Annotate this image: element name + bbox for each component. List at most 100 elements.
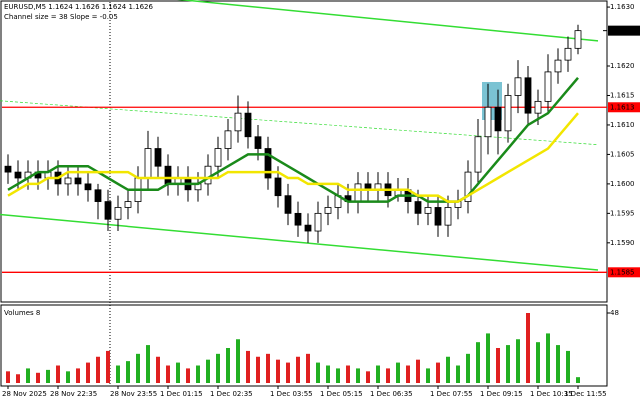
- volume-bar: [496, 348, 500, 383]
- candle-body: [204, 165, 212, 185]
- volume-bar: [476, 342, 480, 383]
- x-tick-label: 28 Nov 22:35: [50, 390, 97, 398]
- volume-bar: [416, 359, 420, 383]
- volume-bar: [576, 377, 580, 383]
- x-tick-label: 28 Nov 2025: [2, 390, 47, 398]
- volume-bar: [26, 368, 30, 383]
- volume-bar: [6, 371, 10, 383]
- candle-body: [274, 177, 282, 197]
- candle-body: [354, 183, 362, 202]
- candle-body: [474, 136, 482, 173]
- chart-subtitle: Channel size = 38 Slope = -0.05: [4, 13, 118, 21]
- candle-body: [514, 77, 522, 96]
- x-tick-label: 1 Dec 07:55: [430, 390, 473, 398]
- volume-bar: [306, 353, 310, 383]
- volume-bar: [56, 365, 60, 383]
- volume-bar: [326, 365, 330, 383]
- volume-bar: [526, 313, 530, 383]
- volume-bar: [356, 368, 360, 383]
- candle-body: [284, 195, 292, 214]
- volume-bar: [516, 339, 520, 383]
- candle-body: [484, 106, 492, 138]
- volume-bar: [446, 356, 450, 383]
- volume-bar: [96, 356, 100, 383]
- level-label: 1.1613: [610, 103, 635, 111]
- candle-body: [104, 201, 112, 220]
- volume-bar: [256, 356, 260, 383]
- y-tick-label: 1.1605: [610, 150, 635, 158]
- candle-body: [294, 212, 302, 226]
- channel-upper: [177, 0, 599, 42]
- volume-bar: [66, 371, 70, 383]
- last-price-bg: [608, 25, 640, 36]
- candle-body: [554, 59, 562, 73]
- volume-tick-label: 48: [610, 309, 619, 317]
- volume-bar: [296, 356, 300, 383]
- volume-bar: [166, 365, 170, 383]
- moving-average: [7, 112, 579, 203]
- last-price-label: 1.1626: [610, 27, 635, 35]
- volume-bar: [196, 365, 200, 383]
- candle-body: [464, 171, 472, 202]
- volume-bar: [426, 368, 430, 383]
- volume-bar: [126, 361, 130, 383]
- candle-body: [544, 71, 552, 102]
- candle-body: [324, 207, 332, 214]
- volume-bar: [456, 365, 460, 383]
- volume-bar: [116, 365, 120, 383]
- candle-body: [124, 201, 132, 208]
- volume-bar: [16, 374, 20, 383]
- volume-bar: [566, 350, 570, 383]
- candle-body: [94, 189, 102, 202]
- candle-body: [144, 148, 152, 179]
- volume-title: Volumes 8: [4, 309, 40, 317]
- x-tick-label: 1 Dec 02:35: [210, 390, 253, 398]
- candle-body: [524, 77, 532, 114]
- volume-bar: [336, 368, 340, 383]
- volume-bar: [146, 345, 150, 383]
- candle-body: [564, 47, 572, 61]
- volume-bar: [316, 362, 320, 383]
- chart-title: EURUSD,M5 1.1624 1.1626 1.1624 1.1626: [4, 3, 154, 11]
- volume-bar: [206, 359, 210, 383]
- volume-bar: [176, 362, 180, 383]
- volume-bar: [266, 353, 270, 383]
- x-tick-label: 1 Dec 01:15: [160, 390, 203, 398]
- candle-body: [4, 165, 12, 173]
- level-label-bg: [608, 102, 640, 113]
- volume-bar: [186, 368, 190, 383]
- volume-bar: [406, 365, 410, 383]
- candle-body: [424, 207, 432, 214]
- candle-body: [224, 130, 232, 149]
- volume-bar: [276, 359, 280, 383]
- volume-bar: [396, 362, 400, 383]
- volume-bar: [346, 365, 350, 383]
- x-tick-label: 1 Dec 05:15: [320, 390, 363, 398]
- volume-bar: [156, 356, 160, 383]
- candle-body: [164, 165, 172, 185]
- x-tick-label: 1 Dec 06:35: [370, 390, 413, 398]
- volume-bar: [226, 348, 230, 383]
- x-tick-label: 1 Dec 09:15: [480, 390, 523, 398]
- volume-bar: [106, 350, 110, 383]
- volume-bar: [136, 353, 140, 383]
- candle-body: [244, 112, 252, 138]
- candle-body: [414, 201, 422, 214]
- candle-body: [574, 30, 582, 49]
- candle-body: [114, 207, 122, 220]
- candle-body: [494, 106, 502, 132]
- volume-bar: [486, 333, 490, 383]
- y-tick-label: 1.1620: [610, 62, 635, 70]
- x-tick-label: 1 Dec 11:55: [564, 390, 607, 398]
- y-tick-label: 1.1615: [610, 91, 635, 99]
- candle-body: [254, 136, 262, 149]
- volume-bar: [506, 345, 510, 383]
- candle-body: [64, 177, 72, 185]
- x-tick-label: 1 Dec 03:55: [270, 390, 313, 398]
- y-tick-label: 1.1595: [610, 209, 635, 217]
- candle-body: [74, 177, 82, 185]
- volume-bar: [86, 362, 90, 383]
- volume-bar: [376, 365, 380, 383]
